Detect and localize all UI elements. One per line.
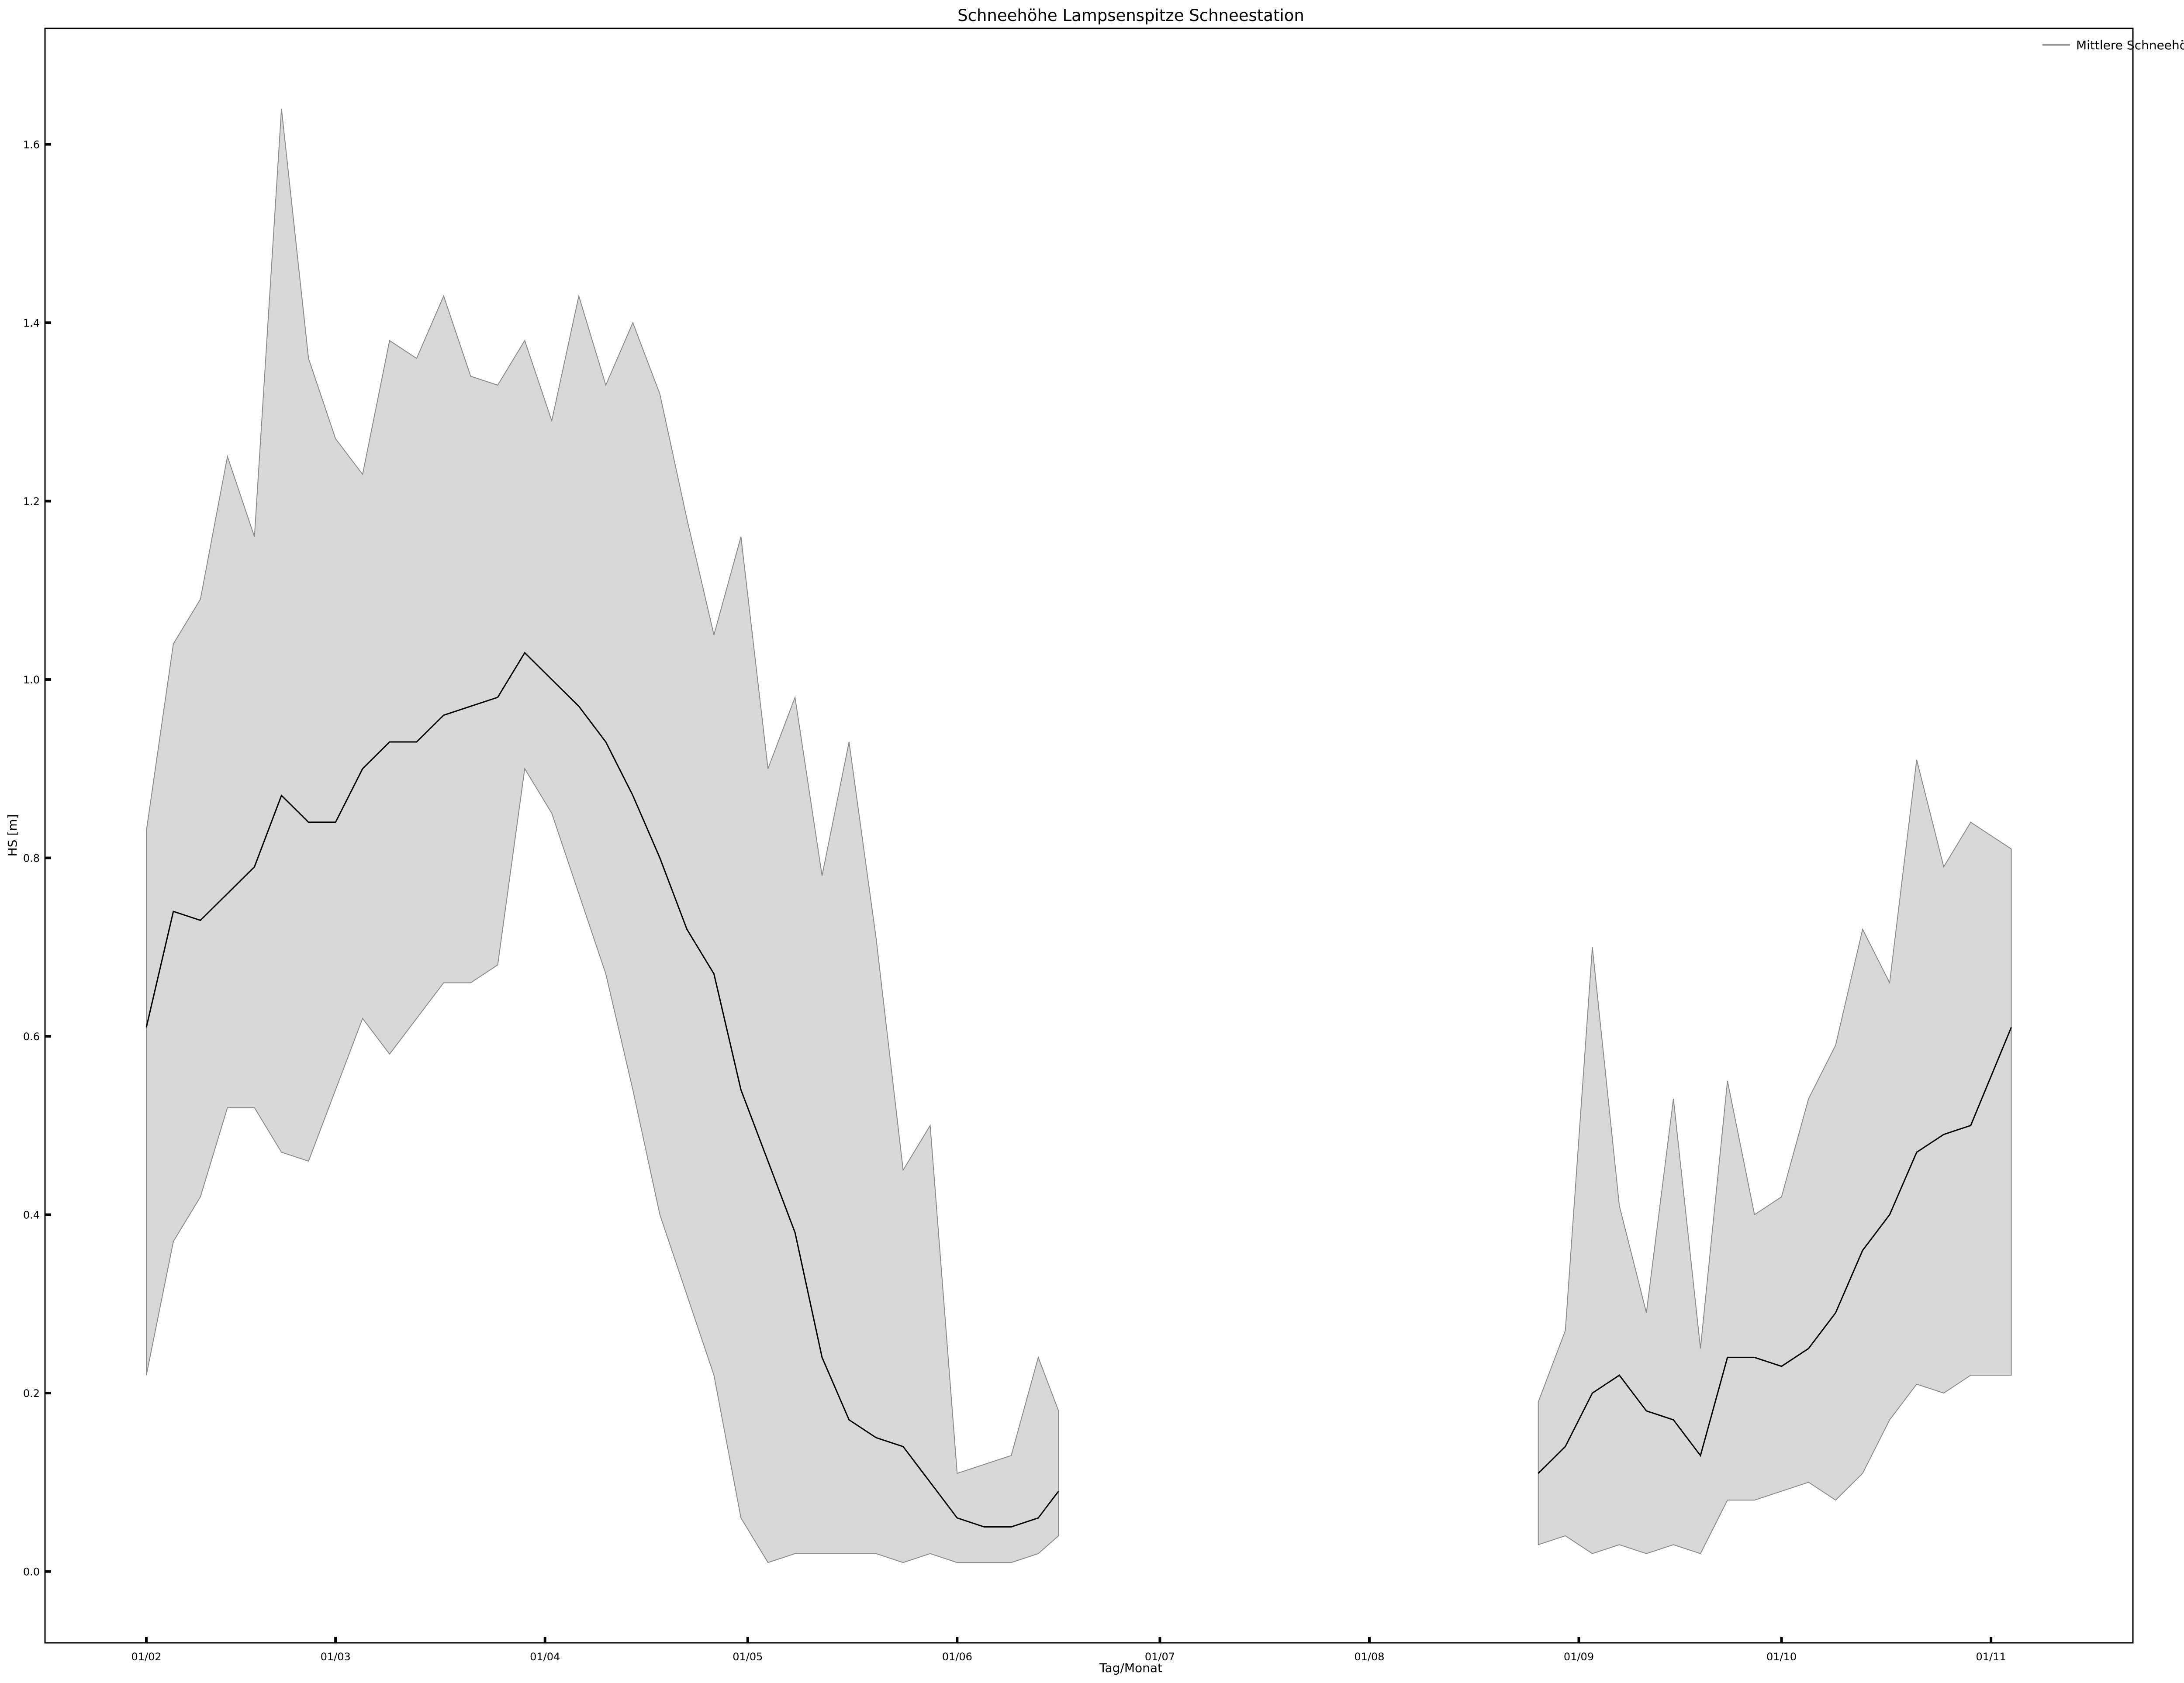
x-tick-label: 01/08: [1354, 1651, 1384, 1663]
x-tick-label: 01/11: [1976, 1651, 2006, 1663]
y-tick-label: 1.2: [23, 496, 40, 508]
y-tick-label: 0.0: [23, 1566, 40, 1578]
mean-line-1: [145, 652, 1059, 1528]
x-tick-label: 01/04: [530, 1651, 560, 1663]
chart-title: Schneehöhe Lampsenspitze Schneestation: [957, 6, 1304, 25]
y-tick-label: 1.4: [23, 317, 40, 329]
y-axis: 0.0 0.2 0.4 0.6 0.8 1.0 1.2 1.4 1.6: [23, 139, 51, 1578]
x-tick-label: 01/10: [1766, 1651, 1797, 1663]
x-tick-label: 01/06: [942, 1651, 972, 1663]
x-tick-label: 01/03: [321, 1651, 351, 1663]
x-tick-label: 01/07: [1145, 1651, 1175, 1663]
y-tick-label: 1.0: [23, 674, 40, 686]
legend: Mittlere Schneehöhe: [2042, 38, 2184, 52]
y-tick-label: 0.4: [23, 1209, 40, 1221]
plot-frame: [44, 28, 2134, 1644]
y-tick-label: 0.6: [23, 1031, 40, 1043]
x-tick-label: 01/05: [733, 1651, 763, 1663]
y-axis-label: HS [m]: [5, 814, 20, 857]
range-band-layer: [146, 108, 2012, 1563]
x-tick-label: 01/09: [1564, 1651, 1594, 1663]
y-tick-label: 0.8: [23, 852, 40, 865]
y-tick-label: 1.6: [23, 139, 40, 151]
mean-line-2: [1538, 1027, 2012, 1474]
x-axis: 01/02 01/03 01/04 01/05 01/06 01/07 01/08 01/09…: [131, 1637, 2006, 1663]
range-band-2: [1538, 759, 2012, 1554]
range-band-1: [146, 108, 1059, 1563]
y-tick-label: 0.2: [23, 1387, 40, 1400]
x-axis-label: Tag/Monat: [1099, 1661, 1162, 1675]
mean-line-layer: [145, 652, 2012, 1528]
x-tick-label: 01/02: [131, 1651, 161, 1663]
legend-label: Mittlere Schneehöhe: [2076, 38, 2184, 52]
